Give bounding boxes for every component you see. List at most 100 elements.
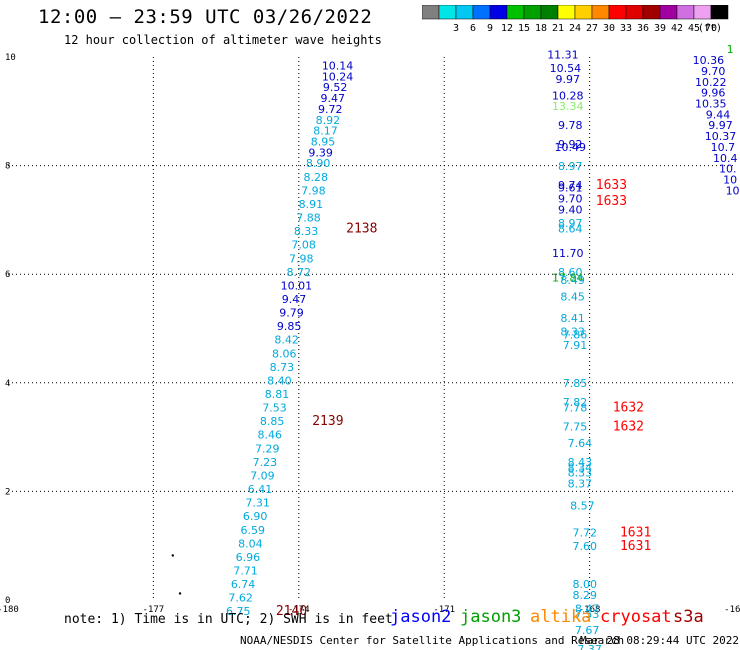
wave-height-point: 10	[726, 184, 740, 197]
wave-height-point: 6.75	[226, 605, 251, 618]
wave-height-point: 8.64	[558, 222, 583, 235]
x-tick-label: -168	[579, 605, 601, 615]
wave-height-point: 8.46	[257, 429, 282, 442]
wave-height-point: 8.97	[558, 217, 583, 230]
scale-tick-label: 39	[654, 23, 666, 33]
wave-height-point: 9.70	[558, 193, 583, 206]
satellite-legend-item: cryosat	[600, 607, 672, 627]
scale-tick-label: 12	[501, 23, 513, 33]
wave-height-points: 10.1410.249.529.479.728.928.178.959.398.…	[171, 43, 740, 650]
pass-time-labels: 2138213921401633163316321632163116311631…	[276, 178, 651, 619]
wave-height-point: 9.74	[558, 179, 583, 192]
scale-swatch	[710, 5, 729, 20]
scale-tick-label: 70	[705, 23, 717, 33]
wave-height-point: 13.34	[552, 100, 584, 113]
wave-height-point: 10.35	[695, 97, 727, 110]
wave-height-point: 7.85	[563, 377, 588, 390]
wave-height-point: 8.34	[568, 461, 593, 474]
scale-tick-label: 18	[535, 23, 547, 33]
pass-time-label: 2138	[346, 221, 377, 236]
wave-height-point: 7.31	[245, 497, 270, 510]
wave-height-point: 8.73	[270, 361, 295, 374]
wave-height-point: 9.97	[556, 73, 581, 86]
observation-dot	[171, 554, 174, 557]
wave-height-point: 9.40	[558, 203, 583, 216]
wave-height-point: 1	[727, 43, 734, 56]
wave-height-point: 7.78	[563, 402, 588, 415]
wave-height-point: 10.	[719, 163, 737, 176]
wave-height-color-scale: 3 6 9 12 15 18 21 24 27 30 33 36 39 42 45 70(ft)	[422, 5, 729, 33]
wave-height-point: 7.98	[289, 252, 314, 265]
wave-height-point: 11.70	[552, 247, 584, 260]
wave-height-point: 10	[723, 174, 737, 187]
satellite-legend-item: s3a	[673, 607, 704, 627]
y-tick-label: 2	[5, 487, 10, 497]
wave-height-point: 6.96	[236, 551, 261, 564]
wave-height-point: 9.79	[279, 307, 304, 320]
credit-text: NOAA/NESDIS Center for Satellite Applica…	[240, 634, 625, 647]
x-tick-label: -174	[288, 605, 310, 615]
wave-height-point: 8.95	[311, 136, 336, 149]
wave-height-point: 10.01	[281, 279, 313, 292]
wave-height-point: 10.22	[695, 76, 727, 89]
wave-height-point: 8.60	[558, 266, 583, 279]
wave-height-point: 8.45	[560, 290, 585, 303]
wave-height-point: 7.62	[228, 592, 253, 605]
wave-height-point: 8.28	[304, 171, 329, 184]
scale-tick-label: 45	[688, 23, 700, 33]
wave-height-point: 10.49	[554, 141, 586, 154]
wave-height-point: 7.37	[577, 643, 602, 650]
satellite-legend-item: altika	[530, 607, 592, 627]
wave-height-point: 7.82	[563, 396, 588, 409]
wave-height-point: 7.53	[262, 402, 287, 415]
generated-timestamp: Mar 28 08:29:44 UTC 2022	[580, 634, 739, 647]
x-tick-label: -180	[0, 605, 19, 615]
wave-height-point: 7.86	[563, 328, 588, 341]
wave-height-point: 6.59	[241, 524, 266, 537]
wave-height-point: 8.47	[575, 602, 600, 615]
pass-time-label: 1633	[596, 178, 627, 193]
wave-height-point: 8.72	[287, 266, 312, 279]
x-tick-label: -177	[143, 605, 165, 615]
wave-height-point: 7.23	[253, 456, 278, 469]
scale-tick-label: 15	[518, 23, 530, 33]
scale-tick-label: 6	[470, 23, 476, 33]
scale-tick-label: 36	[637, 23, 649, 33]
wave-height-point: 9.92	[558, 138, 583, 151]
wave-height-point: 9.78	[558, 119, 583, 132]
y-tick-label: 0	[5, 596, 10, 606]
wave-height-point: 9.96	[701, 87, 726, 100]
wave-height-point: 8.43	[568, 456, 593, 469]
wave-height-point: 9.47	[320, 92, 345, 105]
wave-height-point: 8.92	[316, 114, 341, 127]
pass-time-label: 1632	[613, 401, 644, 416]
wave-height-point: 8.42	[274, 334, 299, 347]
wave-height-point: 9.61	[558, 182, 583, 195]
wave-height-point: 8.57	[570, 499, 595, 512]
wave-height-point: 8.33	[568, 467, 593, 480]
scale-tick-label: 3	[453, 23, 459, 33]
wave-height-point: 7.60	[573, 540, 598, 553]
page-title: 12:00 – 23:59 UTC 03/26/2022	[38, 6, 373, 28]
wave-height-point: 10.37	[705, 130, 737, 143]
wave-height-point: 8.81	[265, 388, 290, 401]
wave-height-point: 9.85	[277, 320, 302, 333]
pass-time-label: 1633	[596, 194, 627, 209]
page-subtitle: 12 hour collection of altimeter wave hei…	[64, 33, 382, 47]
wave-height-point: 8.37	[568, 478, 593, 491]
wave-height-point: 7.75	[563, 421, 588, 434]
wave-height-point: 10.36	[693, 54, 725, 67]
wave-height-point: 8.91	[299, 198, 324, 211]
wave-height-point: 9.39	[308, 146, 333, 159]
wave-height-point: 9.47	[282, 293, 307, 306]
wave-height-point: 7.71	[233, 564, 258, 577]
scale-tick-label: 30	[603, 23, 615, 33]
wave-height-point: 10.24	[322, 70, 354, 83]
x-tick-label: -171	[433, 605, 455, 615]
wave-height-point: 9.97	[708, 119, 733, 132]
wave-height-point: 6.41	[248, 483, 273, 496]
wave-height-point: 8.97	[558, 160, 583, 173]
wave-height-point: 7.29	[255, 442, 280, 455]
